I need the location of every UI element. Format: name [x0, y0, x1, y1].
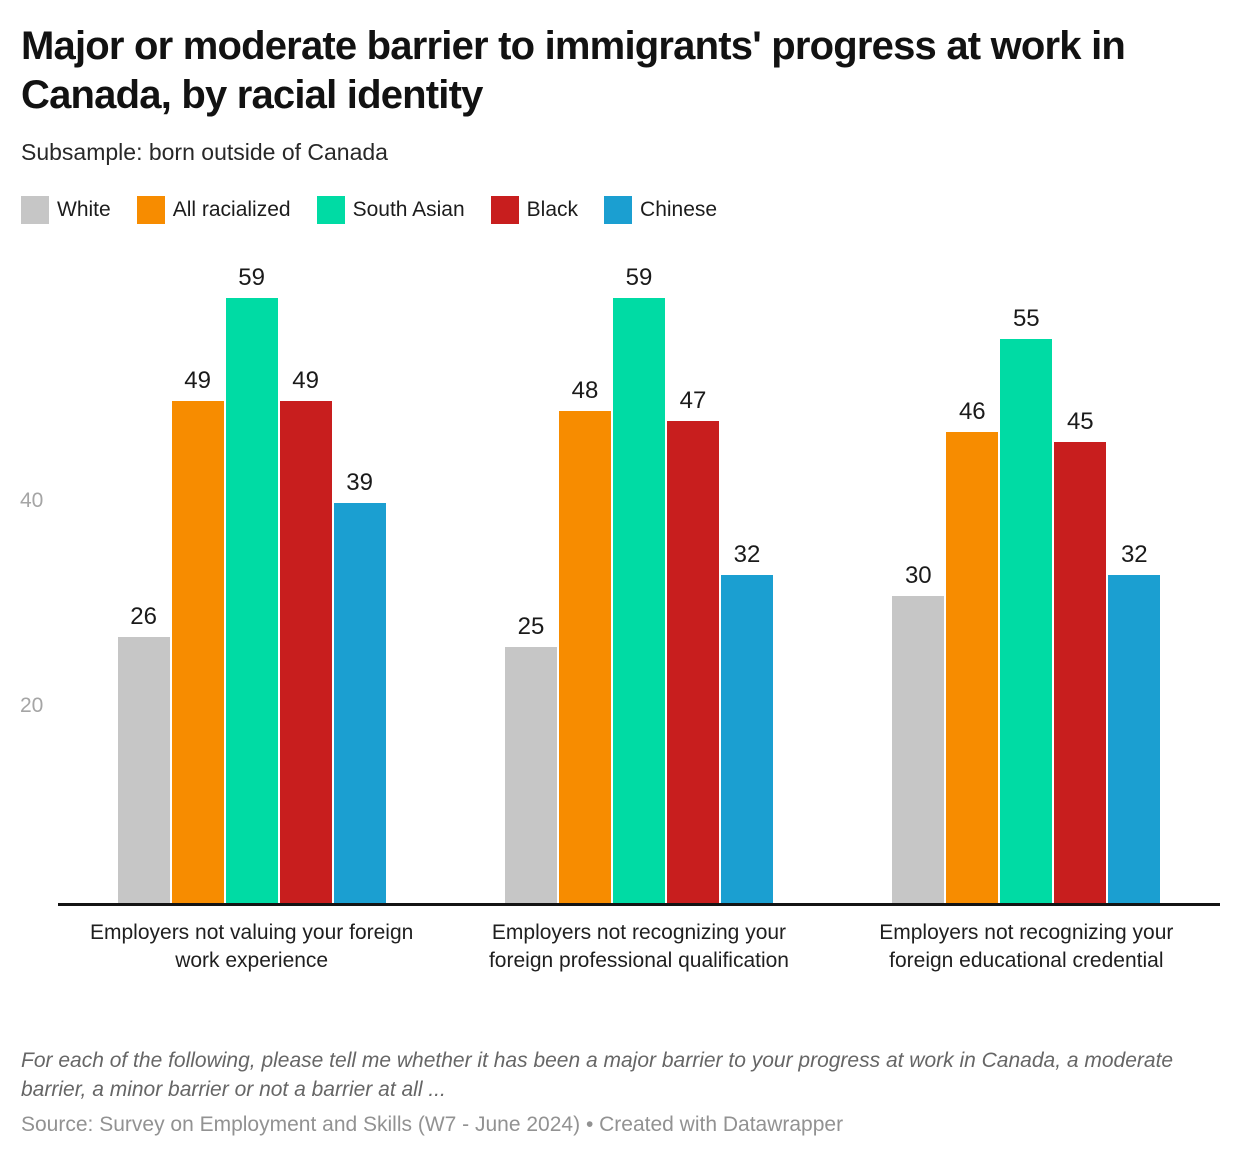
legend-swatch-chinese	[604, 196, 633, 224]
legend-item-white: White	[21, 196, 111, 224]
bar-value-label: 49	[184, 366, 212, 394]
bar-value-label: 59	[238, 264, 266, 292]
legend-label-white: White	[57, 198, 111, 221]
bar-value-label: 55	[1012, 305, 1040, 333]
legend-swatch-south-asian	[316, 196, 345, 224]
x-axis-label-1: Employers not valuing your foreign work …	[89, 921, 414, 972]
source-separator: •	[585, 1113, 594, 1136]
bar-black-group-1: 49	[279, 367, 332, 903]
source-line: Source: Survey on Employment and Skills …	[21, 1112, 1219, 1138]
x-axis-labels: Employers not valuing your foreign work …	[58, 919, 1220, 975]
y-axis-tick-40: 40	[20, 489, 44, 512]
bar-value-label: 32	[1120, 541, 1148, 568]
bar-value-label: 46	[958, 397, 986, 425]
legend-swatch-black	[490, 196, 519, 224]
legend-label-all-racialized: All racialized	[172, 198, 291, 221]
y-axis-tick-20: 20	[20, 694, 44, 717]
bar-value-label: 48	[571, 377, 599, 404]
bar-black-group-2: 47	[666, 387, 719, 903]
datawrapper-attribution-link[interactable]: Created with Datawrapper	[599, 1113, 844, 1136]
bar-value-label: 45	[1066, 407, 1094, 435]
bar-all-racialized-group-1: 49	[171, 367, 224, 903]
chart-title: Major or moderate barrier to immigrants'…	[21, 24, 1126, 117]
legend-label-south-asian: South Asian	[352, 198, 465, 221]
x-axis-line	[58, 903, 1220, 906]
bar-south-asian-group-2: 59	[612, 264, 665, 903]
bar-group-1: 26 49 59 49 39	[58, 264, 445, 903]
bar-value-label: 26	[130, 602, 158, 630]
bar-white-group-3: 30	[892, 562, 945, 903]
footnote: For each of the following, please tell m…	[21, 1049, 1174, 1101]
bar-group-3: 30 46 55 45 32	[833, 298, 1220, 903]
bar-chinese-group-2: 32	[720, 541, 773, 903]
legend-swatch-white	[21, 196, 49, 224]
legend-label-chinese: Chinese	[640, 198, 718, 221]
legend-item-south-asian: South Asian	[316, 196, 465, 224]
bar-value-label: 47	[679, 387, 707, 415]
bar-value-label: 49	[292, 366, 320, 394]
bar-value-label: 25	[517, 612, 545, 640]
bar-value-label: 39	[346, 469, 374, 497]
bar-value-label: 30	[904, 561, 932, 589]
bar-black-group-3: 45	[1054, 408, 1107, 903]
chart-subtitle: Subsample: born outside of Canada	[21, 139, 388, 165]
bar-chinese-group-3: 32	[1108, 541, 1161, 903]
bar-all-racialized-group-2: 48	[558, 377, 611, 903]
bar-south-asian-group-1: 59	[225, 264, 278, 903]
legend-item-all-racialized: All racialized	[136, 196, 291, 224]
bar-white-group-1: 26	[117, 603, 170, 903]
legend-item-chinese: Chinese	[604, 196, 717, 224]
source-text: Source: Survey on Employment and Skills …	[21, 1113, 581, 1136]
legend: White All racialized South Asian Black Chine…	[21, 196, 717, 224]
legend-swatch-all-racialized	[136, 196, 165, 224]
bar-value-label: 32	[733, 541, 761, 568]
plot-area: 26 49 59 49 39 25 48 59 47 32 30 46 55 45 32	[58, 264, 1220, 903]
x-axis-label-3: Employers not recognizing your foreign e…	[879, 921, 1174, 972]
bar-all-racialized-group-3: 46	[946, 398, 999, 903]
legend-label-black: Black	[526, 198, 579, 221]
bar-white-group-2: 25	[504, 613, 557, 903]
x-axis-label-2: Employers not recognizing your foreign p…	[488, 921, 789, 972]
bar-south-asian-group-3: 55	[1000, 305, 1053, 903]
bar-chinese-group-1: 39	[333, 469, 386, 903]
bar-group-2: 25 48 59 47 32	[445, 264, 832, 903]
legend-item-black: Black	[490, 196, 579, 224]
bar-value-label: 59	[625, 264, 653, 292]
